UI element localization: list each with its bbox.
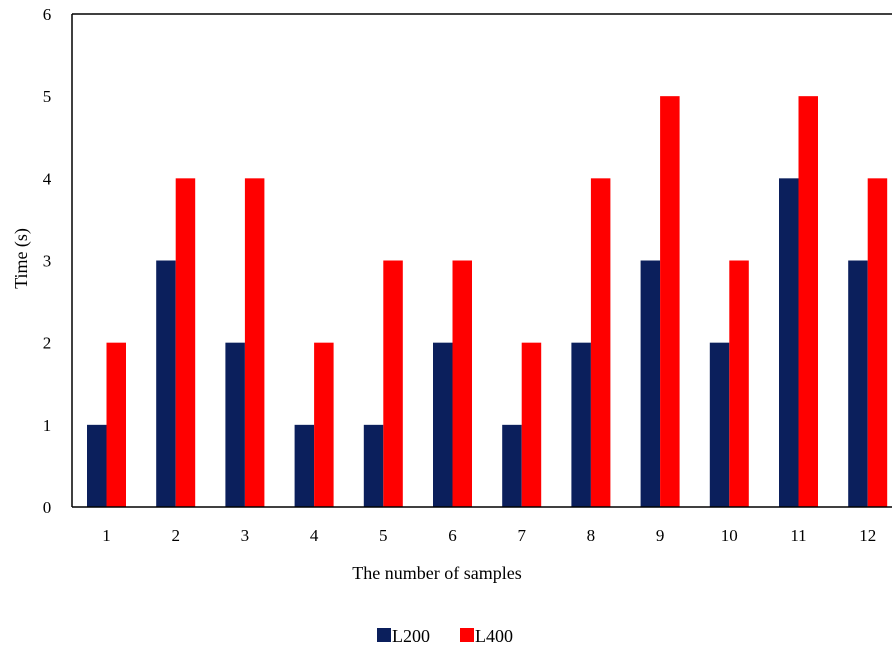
y-axis-title: Time (s) — [11, 228, 32, 289]
bar-l400-1 — [106, 342, 126, 507]
bar-l400-6 — [452, 260, 472, 507]
y-tick-label: 5 — [43, 87, 52, 106]
bar-l400-11 — [798, 96, 818, 508]
x-tick-label: 11 — [790, 526, 806, 545]
x-tick-label: 5 — [379, 526, 388, 545]
y-tick-label: 4 — [43, 169, 52, 188]
bar-l400-4 — [314, 342, 334, 507]
bar-l400-5 — [383, 260, 403, 507]
legend-swatch-l200 — [377, 628, 391, 642]
y-tick-label: 0 — [43, 498, 52, 517]
legend-label-l200: L200 — [392, 626, 430, 646]
bar-l200-12 — [848, 260, 868, 507]
x-axis-title: The number of samples — [352, 563, 521, 583]
bar-l400-2 — [175, 178, 196, 508]
bar-l200-3 — [225, 342, 245, 507]
legend-swatch-l400 — [460, 628, 474, 642]
y-tick-labels: 0 1 2 3 4 5 6 — [43, 5, 52, 517]
x-tick-label: 10 — [721, 526, 738, 545]
x-tick-label: 6 — [448, 526, 457, 545]
y-tick-label: 1 — [43, 416, 52, 435]
bar-l200-5 — [363, 424, 384, 507]
x-tick-label: 4 — [310, 526, 319, 545]
x-tick-labels: 1 2 3 4 5 6 7 8 9 10 11 12 — [102, 526, 876, 545]
x-tick-label: 3 — [241, 526, 250, 545]
y-tick-label: 6 — [43, 5, 52, 24]
bar-l200-6 — [433, 342, 453, 507]
bar-l200-7 — [502, 424, 522, 507]
bar-l200-1 — [87, 424, 107, 507]
bar-l200-11 — [779, 178, 799, 508]
bar-l400-8 — [590, 178, 611, 508]
bars-group — [87, 96, 888, 508]
legend-label-l400: L400 — [475, 626, 513, 646]
bar-l200-10 — [709, 342, 730, 507]
x-tick-label: 8 — [587, 526, 596, 545]
bar-l200-2 — [156, 260, 176, 507]
x-tick-label: 1 — [102, 526, 111, 545]
bar-l200-9 — [640, 260, 661, 507]
bar-l400-7 — [521, 342, 542, 507]
bar-l200-8 — [571, 342, 591, 507]
y-tick-label: 2 — [43, 334, 52, 353]
bar-l400-10 — [729, 260, 749, 507]
x-tick-label: 9 — [656, 526, 665, 545]
bar-l400-9 — [660, 96, 680, 508]
x-tick-label: 7 — [517, 526, 526, 545]
x-tick-label: 2 — [171, 526, 180, 545]
bar-l200-4 — [294, 424, 315, 507]
legend: L200 L400 — [377, 626, 513, 646]
x-tick-label: 12 — [859, 526, 876, 545]
bar-l400-12 — [867, 178, 888, 508]
y-tick-label: 3 — [43, 252, 52, 271]
bar-l400-3 — [244, 178, 265, 508]
